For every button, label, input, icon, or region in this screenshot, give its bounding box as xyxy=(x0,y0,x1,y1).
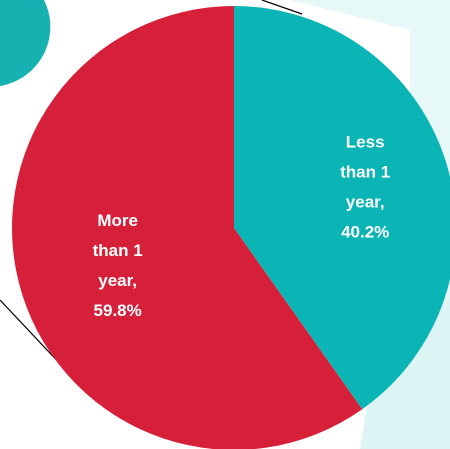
pie-label-line: year, xyxy=(98,271,137,290)
pie-label-line: than 1 xyxy=(93,241,143,260)
decor-line-top xyxy=(261,0,303,15)
pie-label-line: 40.2% xyxy=(341,222,389,241)
pie-labels: Less than 1 year, 40.2% More than 1 year, 59.8% xyxy=(93,132,391,320)
pie-label-line: than 1 xyxy=(340,162,390,181)
pie-slice-label-2: More than 1 year, 59.8% xyxy=(93,211,143,320)
pie-slices xyxy=(12,6,450,449)
pie-label-line: More xyxy=(97,211,138,230)
pie-slice-label-1: Less than 1 year, 40.2% xyxy=(340,132,390,241)
corner-circle xyxy=(0,0,51,86)
pie-slice-2 xyxy=(12,6,363,449)
pie-label-line: year, xyxy=(346,192,385,211)
pie-label-line: Less xyxy=(346,132,385,151)
pie-slice-1 xyxy=(234,6,450,410)
pie-label-line: 59.8% xyxy=(94,301,142,320)
